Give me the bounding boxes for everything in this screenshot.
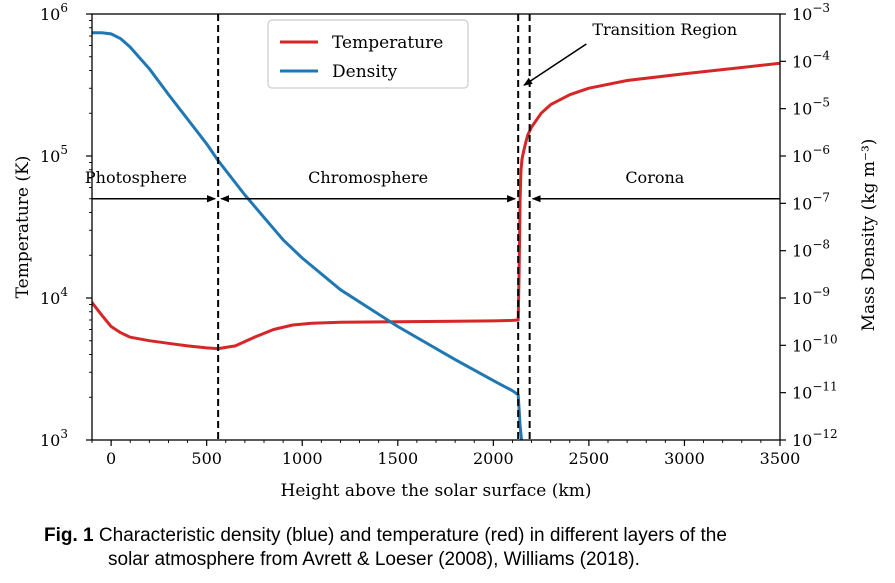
x-tick-label: 0 — [106, 449, 116, 468]
y-right-axis-title: Mass Density (kg m⁻³) — [859, 139, 879, 332]
x-tick-label: 500 — [191, 449, 222, 468]
photosphere-label: Photosphere — [85, 168, 187, 187]
y-right-tick-label: 10−11 — [792, 380, 838, 403]
y-left-tick-label: 105 — [40, 143, 68, 166]
temperature-legend-label: Temperature — [332, 33, 443, 53]
figure-caption: Fig. 1 Characteristic density (blue) and… — [44, 524, 884, 572]
caption-line2: solar atmosphere from Avrett & Loeser (2… — [108, 549, 640, 570]
x-tick-label: 2000 — [473, 449, 514, 468]
temperature-series-line — [92, 61, 780, 351]
y-right-tick-label: 10−3 — [792, 1, 830, 24]
x-tick-label: 2500 — [569, 449, 610, 468]
x-axis-title: Height above the solar surface (km) — [281, 481, 592, 501]
corona-label: Corona — [625, 168, 684, 187]
y-right-tick-label: 10−9 — [792, 285, 830, 308]
x-tick-label: 1500 — [377, 449, 418, 468]
solar-atmosphere-chart: Photosphere Chromosphere Corona Transition … — [13, 1, 879, 501]
transition-region-label: Transition Region — [592, 20, 737, 39]
transition-region-arrow — [523, 43, 587, 86]
region-layer: Photosphere Chromosphere Corona Transition … — [85, 20, 780, 203]
y-left-tick-label: 103 — [40, 427, 68, 450]
density-legend-label: Density — [332, 62, 398, 82]
chromosphere-label: Chromosphere — [308, 168, 428, 187]
legend: Temperature Density — [267, 19, 469, 89]
caption-line1: Characteristic density (blue) and temper… — [93, 525, 727, 546]
x-tick-label: 3500 — [760, 449, 801, 468]
axes-layer: 0 500 1000 1500 2000 2500 3000 3500 103 104 105 106… — [13, 1, 879, 501]
x-tick-label: 3000 — [664, 449, 705, 468]
series-layer — [92, 31, 780, 440]
y-right-tick-label: 10−4 — [792, 48, 830, 71]
density-series-line — [92, 31, 524, 440]
y-left-axis-title: Temperature (K) — [13, 156, 33, 299]
y-left-tick-label: 106 — [40, 1, 68, 24]
y-right-tick-label: 10−10 — [792, 332, 838, 355]
x-tick-label: 1000 — [282, 449, 323, 468]
y-right-tick-label: 10−12 — [792, 427, 838, 450]
y-left-tick-label: 104 — [40, 285, 68, 308]
y-right-tick-label: 10−6 — [792, 143, 830, 166]
y-right-tick-label: 10−5 — [792, 96, 830, 119]
y-right-tick-label: 10−7 — [792, 190, 830, 213]
caption-label: Fig. 1 — [44, 525, 94, 546]
y-right-tick-label: 10−8 — [792, 238, 830, 261]
